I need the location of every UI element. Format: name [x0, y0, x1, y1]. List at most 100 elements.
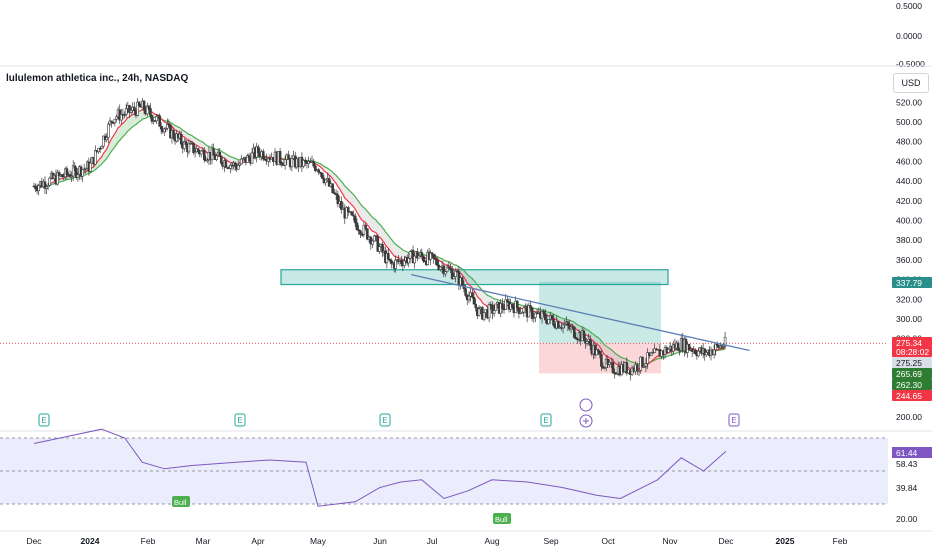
top-scale-label: -0.5000 [896, 59, 925, 69]
candle-body [225, 161, 227, 168]
candle-body [400, 260, 402, 263]
earnings-marker[interactable]: E [235, 414, 245, 426]
candle-body [356, 223, 358, 230]
ema-cloud-segment [128, 117, 130, 131]
earnings-marker-label: E [382, 416, 387, 425]
candle-body [125, 109, 127, 115]
candle-body [471, 293, 473, 298]
candle-body [248, 156, 250, 158]
candle-body [372, 241, 374, 244]
earnings-marker[interactable]: E [39, 414, 49, 426]
candle-body [501, 303, 503, 308]
rsi-signal-label: Bull [495, 515, 508, 524]
time-axis-label: 2025 [776, 536, 795, 546]
candle-body [645, 363, 647, 366]
candle-body [287, 155, 289, 159]
candle-body [544, 314, 546, 320]
candle-body [49, 178, 51, 185]
candle-body [77, 175, 79, 178]
ema-cloud-segment [373, 217, 375, 232]
rsi-signal-label: Bull [174, 498, 187, 507]
ema-cloud-segment [484, 292, 486, 305]
price-axis-label: 460.00 [896, 156, 922, 166]
candle-body [697, 351, 699, 356]
candle-body [234, 163, 236, 167]
time-axis-label: Sep [543, 536, 558, 546]
ema-cloud-segment [118, 127, 120, 142]
candle-body [219, 152, 221, 156]
candle-body [589, 339, 591, 345]
candle-body [473, 297, 475, 304]
candle-body [251, 153, 253, 163]
time-axis-label: Dec [718, 536, 734, 546]
price-tag-label: 265.69 [896, 369, 922, 379]
time-axis-label: May [310, 536, 327, 546]
price-tag-label: 262.30 [896, 380, 922, 390]
candle-body [523, 308, 525, 313]
candle-body [557, 322, 559, 328]
earnings-marker[interactable]: E [729, 414, 739, 426]
candle-body [114, 119, 116, 123]
top-scale-label: 0.0000 [896, 31, 922, 41]
candle-body [74, 166, 76, 168]
time-axis-label: Oct [601, 536, 615, 546]
price-axis-label: 360.00 [896, 255, 922, 265]
price-axis-label: 520.00 [896, 97, 922, 107]
candle-body [548, 319, 550, 323]
candle-body [291, 158, 293, 166]
candle-body [351, 212, 353, 215]
candle-body [35, 186, 37, 189]
top-scale-label: 0.5000 [896, 1, 922, 11]
candle-body [321, 173, 323, 178]
candle-body [160, 126, 162, 129]
candle-body [688, 344, 690, 349]
candle-body [313, 161, 315, 166]
candle-body [668, 349, 670, 352]
earnings-marker[interactable]: E [380, 414, 390, 426]
time-axis-label: Nov [662, 536, 678, 546]
time-axis-label: Feb [833, 536, 848, 546]
candle-body [493, 310, 495, 313]
price-tag-label: 337.79 [896, 278, 922, 288]
candle-body [511, 304, 513, 307]
ema-cloud-segment [362, 206, 364, 221]
candle-body [705, 352, 707, 354]
candle-body [641, 357, 643, 367]
candle-body [418, 256, 420, 258]
candle-body [529, 306, 531, 308]
candle-body [197, 149, 199, 152]
candle-body [495, 304, 497, 310]
candle-body [468, 296, 470, 300]
candle-body [395, 260, 397, 268]
position-profit-zone [539, 282, 661, 344]
candle-body [465, 289, 467, 296]
ema-cloud-segment [396, 244, 397, 257]
candle-body [138, 102, 140, 106]
candle-body [130, 110, 132, 112]
lightning-icon [580, 399, 592, 411]
candle-body [94, 150, 96, 164]
candle-body [148, 106, 150, 108]
ema-cloud-segment [394, 243, 395, 257]
candle-body [106, 138, 108, 140]
ema-cloud-segment [139, 111, 141, 122]
price-axis-label: 200.00 [896, 412, 922, 422]
candle-body [612, 362, 614, 372]
time-axis-label: Apr [251, 536, 264, 546]
candle-body [185, 141, 187, 144]
candle-body [453, 277, 455, 279]
candle-body [573, 327, 575, 338]
currency-button[interactable]: USD [893, 73, 929, 93]
earnings-marker[interactable]: E [541, 414, 551, 426]
candle-body [387, 253, 389, 259]
time-axis-label: 2024 [81, 536, 100, 546]
price-axis-label: 300.00 [896, 314, 922, 324]
candle-body [66, 169, 68, 175]
candle-body [359, 231, 361, 234]
candle-body [433, 254, 435, 258]
earnings-marker-label: E [543, 416, 548, 425]
candle-body [159, 116, 161, 127]
candle-body [281, 163, 283, 165]
candle-body [713, 350, 715, 355]
symbol-title: lululemon athletica inc., 24h, NASDAQ [6, 73, 188, 84]
